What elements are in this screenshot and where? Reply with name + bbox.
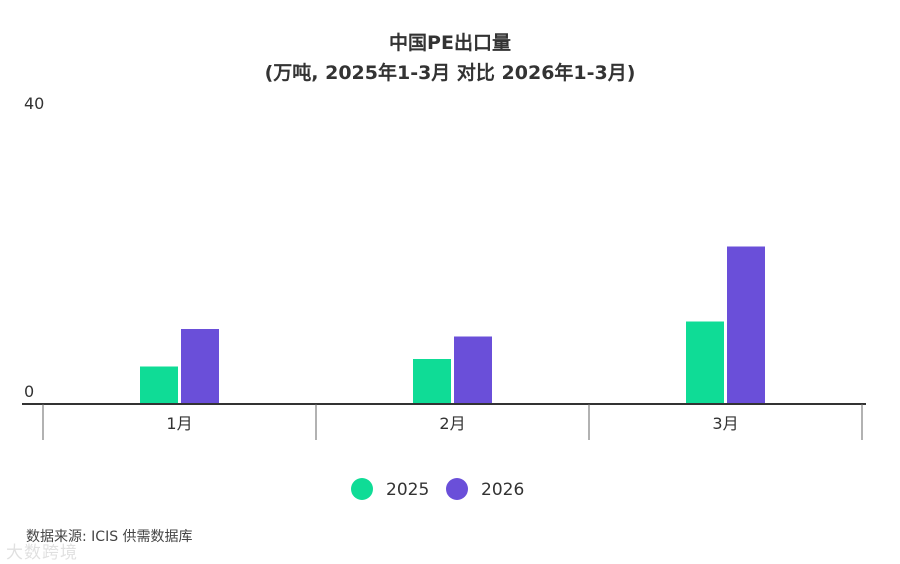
bar-2025-3 xyxy=(686,321,724,404)
x-tick-label: 3月 xyxy=(712,414,738,433)
bar-2026-2 xyxy=(454,336,492,404)
legend-swatch xyxy=(351,478,373,500)
bar-2026-1 xyxy=(181,329,219,404)
watermark: 大数跨境 xyxy=(6,543,78,563)
y-tick-label-top: 40 xyxy=(24,94,44,113)
source-note: 数据来源: ICIS 供需数据库 xyxy=(26,529,193,545)
chart-title: 中国PE出口量 xyxy=(389,32,511,54)
chart-subtitle: (万吨, 2025年1-3月 对比 2026年1-3月) xyxy=(264,62,636,84)
bar-2026-3 xyxy=(727,246,765,404)
legend-label: 2026 xyxy=(481,480,524,500)
bar-2025-2 xyxy=(413,359,451,404)
bar-2025-1 xyxy=(140,366,178,404)
x-tick-label: 1月 xyxy=(166,414,192,433)
legend-label: 2025 xyxy=(386,480,429,500)
legend-swatch xyxy=(446,478,468,500)
x-tick-label: 2月 xyxy=(439,414,465,433)
y-tick-label-zero: 0 xyxy=(24,382,34,401)
